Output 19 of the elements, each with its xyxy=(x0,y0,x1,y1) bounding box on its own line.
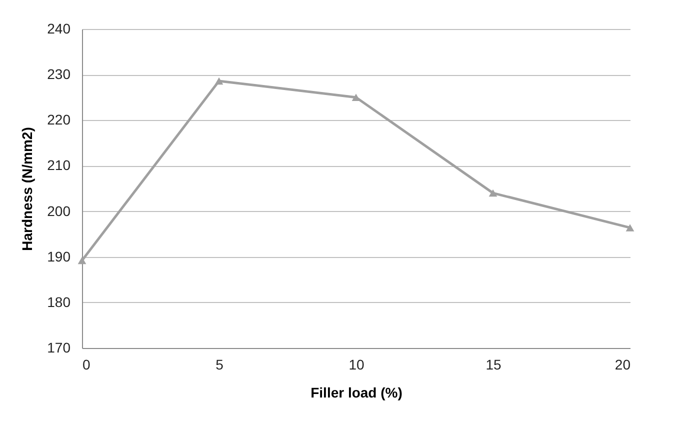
x-tick-label: 5 xyxy=(216,356,224,372)
y-tick-label: 210 xyxy=(47,157,71,174)
x-axis-title: Filler load (%) xyxy=(310,384,402,400)
y-tick-label: 180 xyxy=(47,294,71,310)
point xyxy=(626,224,634,232)
x-tick-label: 20 xyxy=(614,356,631,372)
point xyxy=(488,189,498,197)
y-tick-label: 170 xyxy=(47,340,71,356)
point xyxy=(78,256,86,264)
y-tick-label: 240 xyxy=(47,20,71,36)
y-tick-label: 200 xyxy=(47,202,71,219)
point xyxy=(214,77,224,85)
y-tick-label: 190 xyxy=(47,248,71,264)
x-tick-label: 15 xyxy=(486,356,502,372)
y-axis-title: Hardness (N/mm2) xyxy=(19,127,36,251)
x-tick-label: 0 xyxy=(82,356,90,372)
y-tick-label: 230 xyxy=(47,66,71,82)
y-tick-label: 220 xyxy=(47,112,71,128)
x-tick-label: 10 xyxy=(348,356,364,372)
